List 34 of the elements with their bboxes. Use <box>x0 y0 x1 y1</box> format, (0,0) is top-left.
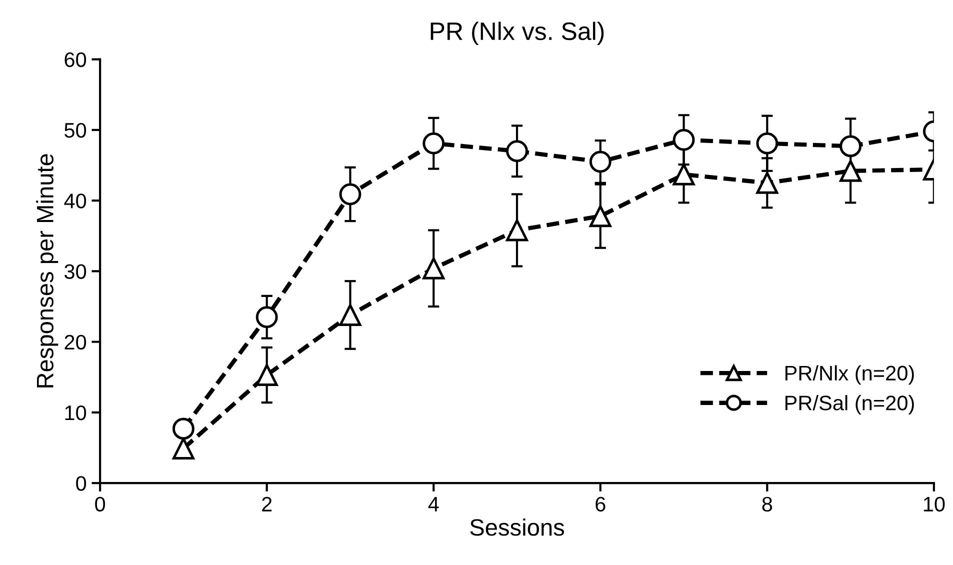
point <box>589 205 612 228</box>
point <box>256 364 278 386</box>
point <box>756 172 778 194</box>
point <box>672 128 695 151</box>
x-tick-label: 0 <box>95 496 106 512</box>
point <box>506 219 528 242</box>
point <box>422 132 445 154</box>
point <box>256 306 278 328</box>
y-tick-label: 0 <box>76 476 86 491</box>
x-axis-title: Sessions <box>470 518 564 536</box>
x-tick-label: 6 <box>596 496 606 512</box>
y-tick-label: 30 <box>64 264 86 279</box>
x-tick-label: 4 <box>428 497 439 512</box>
point <box>339 304 362 326</box>
x-tick-label: 8 <box>762 496 772 512</box>
y-tick-label: 20 <box>64 334 86 350</box>
y-tick-label: 40 <box>64 194 86 208</box>
legend-label: PR/Nlx (n=20) <box>785 365 914 385</box>
point <box>172 418 194 440</box>
legend-label: PR/Sal (n=20) <box>785 395 914 414</box>
point <box>422 257 445 280</box>
point <box>840 135 862 158</box>
point <box>339 183 362 206</box>
x-tick-label: 10 <box>924 496 945 512</box>
y-tick-label: 60 <box>64 52 86 68</box>
y-axis-title: Responses per Minute <box>36 154 58 388</box>
point <box>506 140 528 162</box>
point <box>840 160 862 182</box>
x-tick-label: 2 <box>262 496 272 512</box>
chart-title: PR (Nlx vs. Sal) <box>430 22 604 46</box>
y-tick-label: 10 <box>65 405 86 420</box>
point <box>756 132 778 154</box>
y-tick-label: 50 <box>64 122 86 138</box>
point <box>589 150 612 173</box>
